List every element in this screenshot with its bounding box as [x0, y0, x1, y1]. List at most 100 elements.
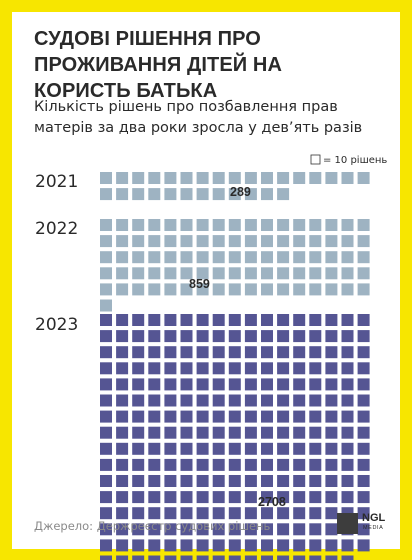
waffle-square-2023	[228, 346, 241, 359]
waffle-square-2021	[116, 172, 129, 184]
waffle-square-2023	[212, 394, 225, 407]
waffle-square-2022	[325, 235, 338, 248]
waffle-square-2023	[212, 539, 225, 552]
waffle-square-2023	[325, 507, 338, 520]
waffle-square-2023	[116, 555, 129, 560]
waffle-square-2021	[148, 188, 161, 201]
waffle-square-2022	[100, 235, 112, 248]
waffle-square-2023	[341, 426, 354, 439]
waffle-square-2023	[325, 314, 338, 326]
waffle-square-2023	[261, 426, 273, 439]
waffle-square-2023	[341, 442, 354, 455]
waffle-square-2023	[293, 362, 306, 375]
waffle-square-2023	[277, 426, 290, 439]
waffle-square-2022	[164, 283, 177, 296]
waffle-square-2023	[244, 314, 257, 326]
waffle-square-2023	[148, 475, 161, 487]
waffle-square-2023	[212, 458, 225, 471]
waffle-square-2022	[100, 219, 112, 231]
waffle-square-2023	[132, 346, 145, 359]
waffle-square-2023	[132, 330, 145, 343]
waffle-square-2023	[212, 378, 225, 391]
waffle-square-2021	[196, 172, 209, 184]
waffle-square-2021	[164, 188, 177, 201]
waffle-square-2023	[277, 346, 290, 359]
waffle-square-2023	[148, 410, 161, 423]
waffle-square-2021	[180, 188, 193, 201]
waffle-square-2023	[116, 378, 129, 391]
waffle-square-2022	[228, 251, 241, 264]
waffle-square-2023	[116, 330, 129, 343]
waffle-square-2023	[180, 507, 193, 520]
waffle-square-2023	[228, 491, 241, 504]
waffle-square-2023	[277, 362, 290, 375]
value-label-2023: 2708	[258, 495, 286, 509]
waffle-square-2023	[180, 330, 193, 343]
waffle-square-2023	[132, 507, 145, 520]
waffle-square-2023	[309, 426, 322, 439]
waffle-square-2023	[325, 442, 338, 455]
waffle-square-2023	[261, 491, 273, 504]
waffle-square-2022	[244, 219, 257, 231]
waffle-square-2023	[116, 346, 129, 359]
waffle-square-2021	[148, 172, 161, 184]
waffle-square-2023	[148, 507, 161, 520]
waffle-square-2023	[261, 475, 273, 487]
waffle-square-2023	[309, 491, 322, 504]
waffle-square-2023	[148, 539, 161, 552]
waffle-square-2023	[309, 410, 322, 423]
waffle-square-2022	[100, 283, 112, 296]
waffle-square-2023	[100, 475, 112, 487]
waffle-square-2023	[277, 442, 290, 455]
waffle-square-2022	[180, 219, 193, 231]
waffle-square-2023	[261, 442, 273, 455]
waffle-square-2022	[277, 219, 290, 231]
waffle-square-2023	[309, 507, 322, 520]
waffle-square-2023	[261, 539, 273, 552]
waffle-square-2023	[341, 555, 354, 560]
waffle-square-2023	[148, 491, 161, 504]
waffle-square-2022	[309, 251, 322, 264]
value-label-2021: 289	[230, 185, 251, 199]
waffle-square-2023	[116, 426, 129, 439]
waffle-square-2023	[100, 458, 112, 471]
waffle-square-2023	[244, 475, 257, 487]
waffle-square-2022	[212, 283, 225, 296]
waffle-square-2023	[277, 410, 290, 423]
waffle-square-2021	[341, 172, 354, 184]
waffle-square-2022	[357, 219, 370, 231]
waffle-square-2022	[325, 283, 338, 296]
waffle-square-2023	[116, 507, 129, 520]
waffle-square-2023	[357, 507, 370, 520]
waffle-square-2023	[357, 475, 370, 487]
waffle-square-2022	[212, 219, 225, 231]
waffle-square-2023	[309, 394, 322, 407]
waffle-square-2023	[212, 507, 225, 520]
waffle-square-2023	[244, 426, 257, 439]
waffle-square-2023	[325, 458, 338, 471]
waffle-square-2022	[309, 219, 322, 231]
waffle-square-2023	[293, 555, 306, 560]
waffle-square-2022	[341, 219, 354, 231]
waffle-square-2023	[180, 458, 193, 471]
waffle-square-2021	[309, 172, 322, 184]
waffle-square-2023	[325, 491, 338, 504]
waffle-square-2023	[116, 458, 129, 471]
waffle-square-2022	[244, 235, 257, 248]
waffle-square-2023	[357, 314, 370, 326]
waffle-square-2022	[309, 283, 322, 296]
waffle-square-2023	[196, 491, 209, 504]
waffle-square-2023	[277, 314, 290, 326]
waffle-square-2023	[180, 539, 193, 552]
year-label-2021: 2021	[35, 172, 78, 192]
waffle-square-2023	[196, 426, 209, 439]
waffle-square-2023	[228, 523, 241, 536]
waffle-square-2023	[196, 507, 209, 520]
waffle-square-2022	[228, 267, 241, 280]
waffle-square-2023	[164, 378, 177, 391]
waffle-square-2023	[357, 491, 370, 504]
waffle-square-2023	[132, 475, 145, 487]
waffle-square-2022	[212, 235, 225, 248]
waffle-square-2022	[132, 219, 145, 231]
waffle-square-2023	[164, 475, 177, 487]
